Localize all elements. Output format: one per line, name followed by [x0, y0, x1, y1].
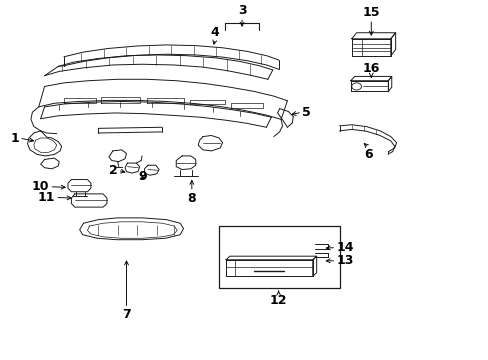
Text: 13: 13: [335, 254, 353, 267]
Text: 14: 14: [335, 241, 353, 254]
Text: 16: 16: [362, 62, 379, 75]
Text: 1: 1: [10, 131, 19, 144]
Text: 2: 2: [109, 164, 118, 177]
Text: 15: 15: [362, 6, 379, 19]
Text: 4: 4: [210, 26, 219, 39]
Text: 5: 5: [302, 106, 310, 119]
Text: 6: 6: [364, 148, 372, 161]
Bar: [219, 226, 339, 288]
Text: 3: 3: [237, 4, 246, 17]
Text: 7: 7: [122, 309, 131, 321]
Text: 12: 12: [269, 294, 287, 307]
Text: 10: 10: [32, 180, 49, 193]
Text: 8: 8: [187, 192, 196, 205]
Text: 9: 9: [138, 170, 146, 183]
Text: 11: 11: [38, 191, 55, 204]
